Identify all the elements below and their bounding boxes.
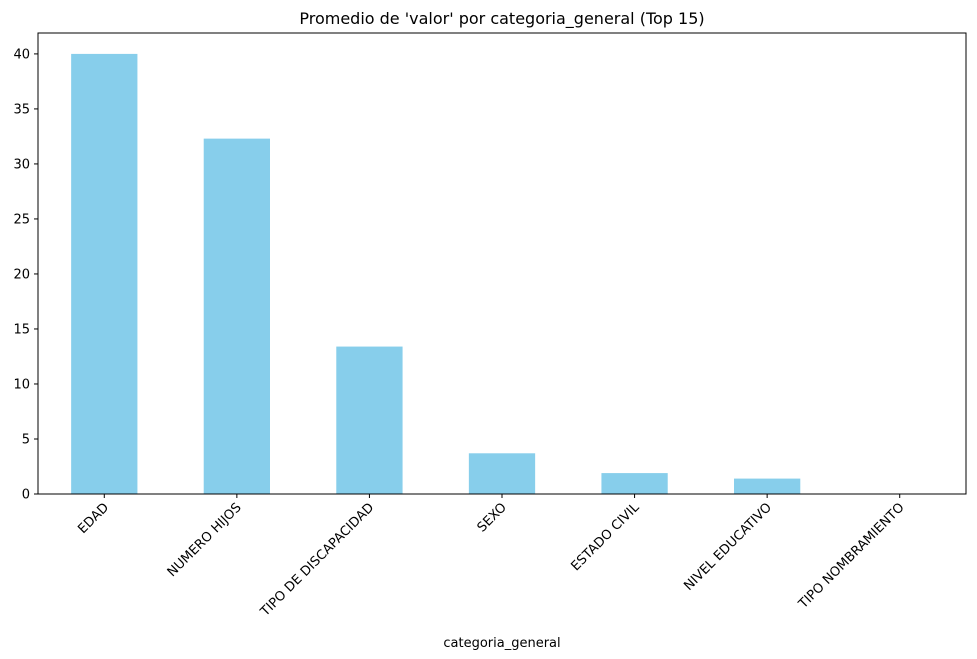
y-tick-label: 0	[22, 488, 30, 503]
x-tick-label: EDAD	[75, 500, 112, 537]
x-axis-label: categoria_general	[443, 636, 560, 651]
bar-sexo	[468, 453, 536, 494]
y-tick-label: 25	[13, 212, 30, 227]
bar-edad	[71, 53, 138, 494]
bar-estado-civil	[601, 473, 668, 494]
y-tick-label: 15	[13, 322, 30, 337]
y-tick-label: 30	[13, 157, 30, 172]
chart-title: Promedio de 'valor' por categoria_genera…	[299, 9, 704, 29]
x-axis: EDAD NUMERO HIJOS TIPO DE DISCAPACIDAD SEXO…	[75, 494, 908, 620]
x-tick-label: SEXO	[475, 500, 510, 535]
x-tick-label: TIPO DE DISCAPACIDAD	[257, 500, 377, 620]
bar-nivel-educativo	[734, 478, 801, 494]
bar-numero-hijos	[203, 138, 270, 494]
y-tick-label: 20	[13, 267, 30, 282]
y-tick-label: 10	[13, 377, 30, 392]
bars-group	[71, 53, 801, 494]
y-tick-label: 40	[13, 47, 30, 62]
plot-frame	[37, 32, 967, 495]
x-tick-label: NIVEL EDUCATIVO	[681, 500, 775, 594]
y-axis: 0 5 10 15 20 25 30 35 40	[13, 47, 38, 503]
x-tick-label: TIPO NOMBRAMIENTO	[795, 500, 907, 612]
x-tick-label: NUMERO HIJOS	[165, 500, 245, 580]
bar-tipo-de-discapacidad	[336, 346, 403, 494]
y-tick-label: 35	[13, 102, 30, 117]
y-tick-label: 5	[22, 432, 30, 447]
x-tick-label: ESTADO CIVIL	[568, 500, 642, 574]
